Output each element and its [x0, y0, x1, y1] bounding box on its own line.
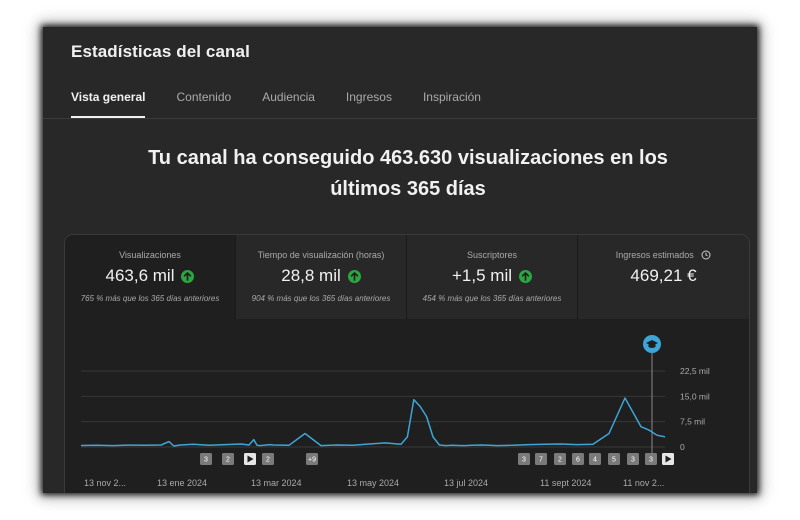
tab-audience[interactable]: Audiencia	[262, 90, 315, 104]
video-marker[interactable]: 3	[645, 453, 657, 465]
marker-box	[535, 453, 547, 465]
marker-box	[222, 453, 234, 465]
marker-box	[518, 453, 530, 465]
play-icon[interactable]	[244, 453, 256, 465]
marker-label: 2	[226, 457, 230, 464]
tab-overview[interactable]: Vista general	[71, 90, 146, 118]
marker-box	[589, 453, 601, 465]
metric-value: 463,6 mil	[105, 266, 175, 285]
marker-label: 5	[612, 457, 616, 464]
up-arrow-icon	[519, 269, 532, 283]
up-arrow-icon	[181, 269, 195, 283]
marker-label: +9	[308, 457, 316, 464]
marker-label: 3	[522, 457, 526, 464]
metric-value: +1,5 mil	[452, 266, 512, 285]
x-axis-label: 13 mar 2024	[251, 478, 302, 488]
series-line	[80, 397, 666, 447]
play-glyph	[247, 455, 254, 463]
y-tick-label: 0	[680, 442, 685, 452]
marker-label: 4	[593, 457, 597, 464]
marker-label: 3	[204, 457, 208, 464]
analytics-window: Estadísticas del canal Vista general Con…	[43, 27, 757, 493]
education-icon[interactable]	[643, 335, 661, 353]
page-title: Estadísticas del canal	[71, 42, 250, 61]
x-axis-label: 13 nov 2...	[84, 478, 126, 488]
metric-comparison: 904 % más que los 365 días anteriores	[251, 294, 391, 303]
x-axis-label: 13 may 2024	[347, 478, 399, 488]
marker-label: 2	[266, 457, 270, 464]
video-markers: 3 2 2 +9 3 7 2 6 4 5 3 3	[200, 453, 674, 465]
metric-label: Visualizaciones	[119, 250, 181, 260]
metric-label: Suscriptores	[466, 250, 518, 260]
tab-revenue[interactable]: Ingresos	[345, 90, 392, 104]
play-icon[interactable]	[662, 453, 674, 465]
x-axis-labels: 13 nov 2... 13 ene 2024 13 mar 2024 13 may …	[84, 478, 664, 488]
play-glyph	[665, 455, 672, 463]
x-axis-label: 13 jul 2024	[444, 478, 488, 488]
marker-box	[572, 453, 584, 465]
tabs-divider	[43, 118, 757, 119]
y-axis-labels: 22,5 mil 15,0 mil 7,5 mil 0	[680, 366, 710, 452]
marker-label: 3	[649, 457, 653, 464]
tab-bar: Vista general Contenido Audiencia Ingres…	[71, 90, 512, 118]
metric-value: 28,8 mil	[281, 266, 341, 285]
video-marker[interactable]: 2	[222, 453, 234, 465]
metric-watch-time[interactable]: Tiempo de visualización (horas) 28,8 mil…	[236, 235, 407, 319]
video-marker[interactable]: 7	[535, 453, 547, 465]
marker-label: 6	[576, 457, 580, 464]
marker-label: 7	[539, 457, 543, 464]
marker-box	[645, 453, 657, 465]
marker-box	[200, 453, 212, 465]
video-marker[interactable]: 4	[589, 453, 601, 465]
metric-subscribers[interactable]: Suscriptores +1,5 mil 454 % más que los …	[407, 235, 578, 319]
marker-box	[627, 453, 639, 465]
clock-icon	[701, 250, 711, 260]
metrics-row: Visualizaciones 463,6 mil 765 % más que …	[65, 235, 749, 319]
marker-label: 3	[631, 457, 635, 464]
metric-label: Tiempo de visualización (horas)	[257, 250, 385, 260]
marker-box	[554, 453, 566, 465]
marker-box	[262, 453, 274, 465]
metric-comparison: 765 % más que los 365 días anteriores	[80, 294, 220, 303]
x-axis-label: 13 ene 2024	[157, 478, 207, 488]
headline: Tu canal ha conseguido 463.630 visualiza…	[148, 147, 668, 200]
chart-gridlines	[81, 370, 665, 448]
marker-label: 2	[558, 457, 562, 464]
y-tick-label: 7,5 mil	[680, 417, 705, 427]
x-axis-label: 11 sept 2024	[540, 478, 591, 488]
marker-box	[608, 453, 620, 465]
y-tick-label: 22,5 mil	[680, 366, 710, 376]
views-chart: 22,5 mil 15,0 mil 7,5 mil 0 3 2 2 +9 3 7 2 6 4 5 3 3 1…	[80, 335, 710, 488]
video-marker[interactable]: +9	[306, 453, 318, 465]
video-marker[interactable]: 2	[262, 453, 274, 465]
video-marker[interactable]: 3	[627, 453, 639, 465]
metric-value: 469,21 €	[630, 266, 697, 285]
y-tick-label: 15,0 mil	[680, 391, 710, 401]
tab-inspiration[interactable]: Inspiración	[422, 90, 481, 104]
metric-views[interactable]: Visualizaciones 463,6 mil 765 % más que …	[65, 235, 236, 319]
x-axis-label: 11 nov 2...	[623, 478, 664, 488]
marker-box	[306, 453, 318, 465]
video-marker[interactable]: 3	[518, 453, 530, 465]
metric-revenue[interactable]: Ingresos estimados 469,21 €	[578, 235, 749, 319]
video-marker[interactable]: 6	[572, 453, 584, 465]
video-marker[interactable]: 2	[554, 453, 566, 465]
stats-card: Visualizaciones 463,6 mil 765 % más que …	[64, 234, 750, 493]
tab-content[interactable]: Contenido	[176, 90, 232, 104]
up-arrow-icon	[347, 269, 361, 283]
metric-comparison: 454 % más que los 365 días anteriores	[422, 294, 562, 303]
metric-label: Ingresos estimados	[615, 250, 694, 260]
video-marker[interactable]: 3	[200, 453, 212, 465]
video-marker[interactable]: 5	[608, 453, 620, 465]
